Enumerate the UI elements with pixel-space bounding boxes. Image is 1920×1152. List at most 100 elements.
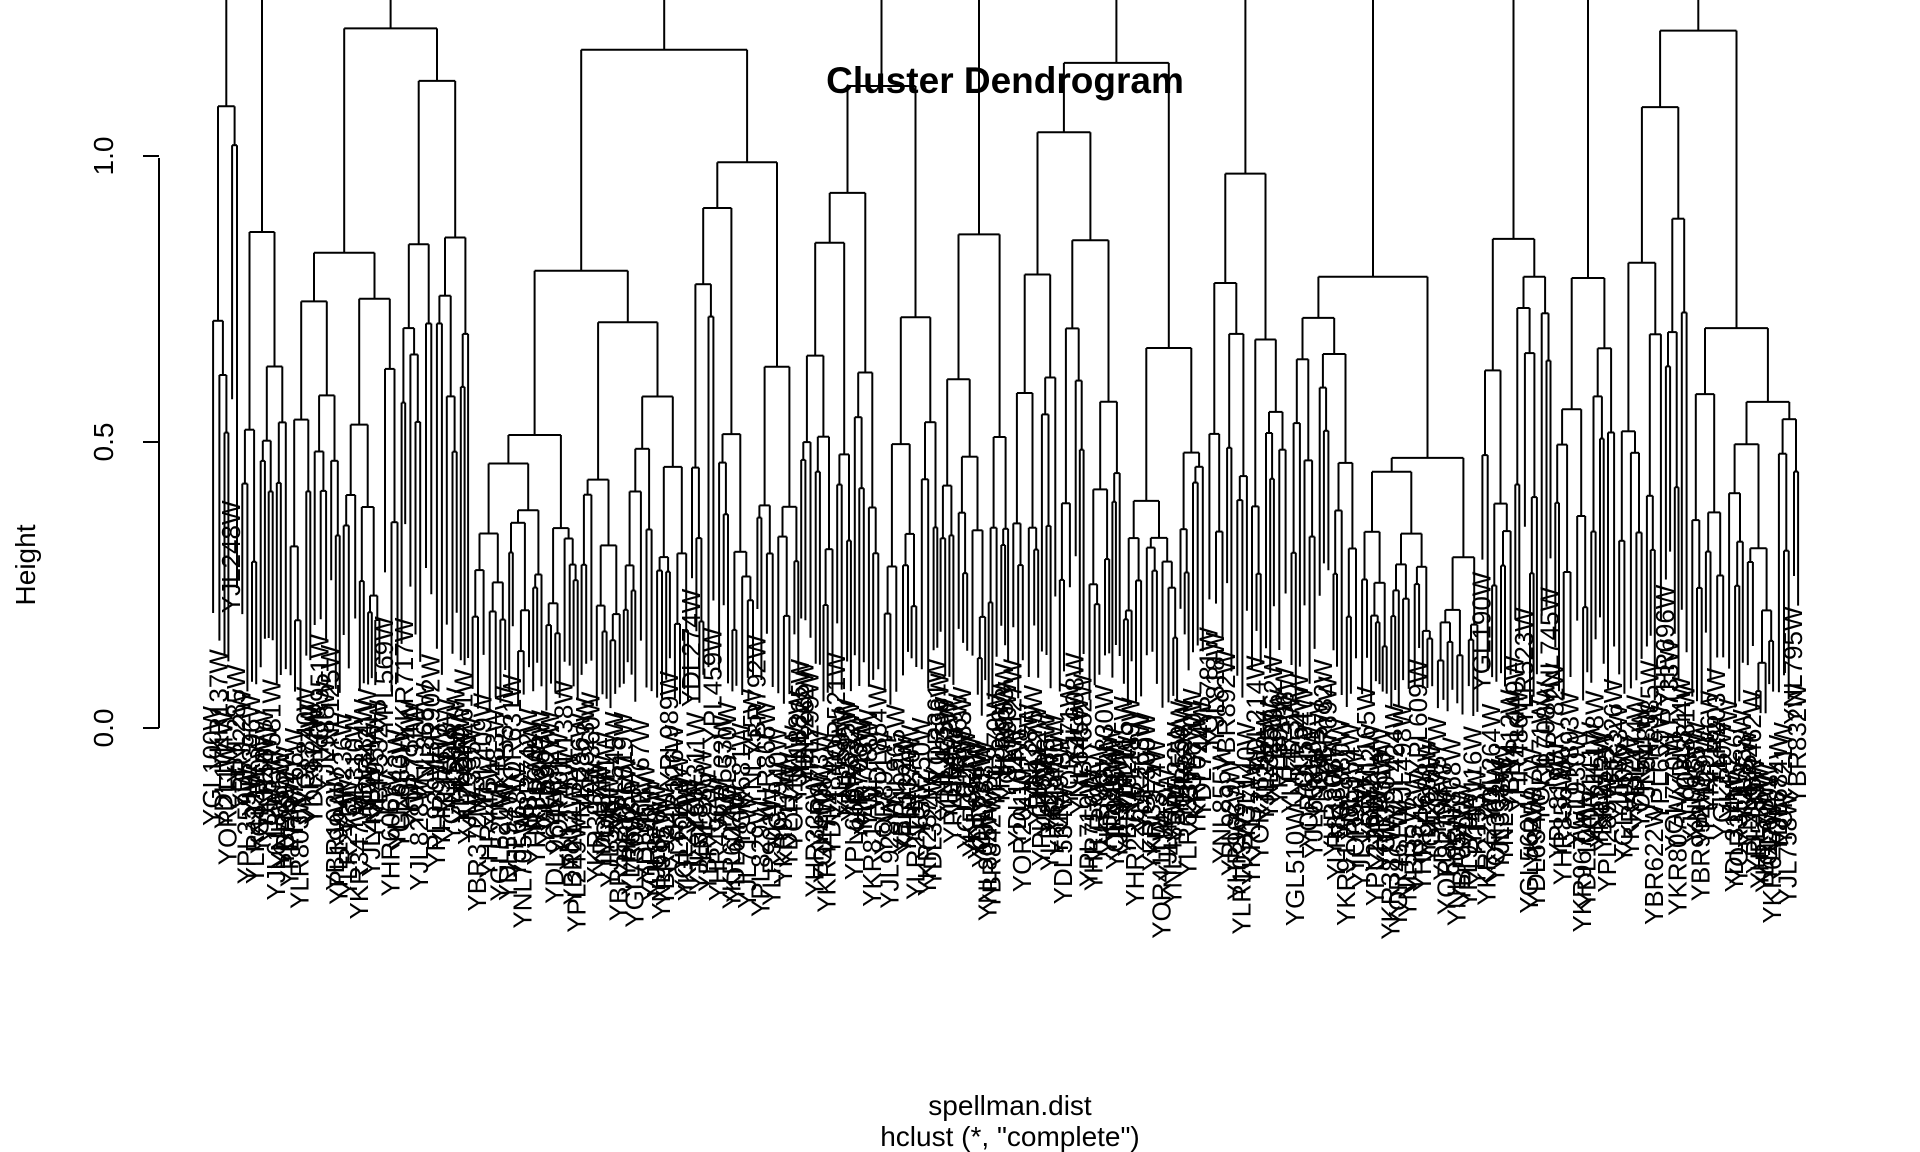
leaf-label: YJL238W	[1013, 703, 1043, 816]
leaf-label: YDL274W	[676, 588, 706, 707]
leaf-label: YKR447W	[812, 791, 842, 913]
leaf-label: YOR511W	[1626, 707, 1656, 830]
leaf-label: YJL398W	[925, 673, 955, 786]
leaf-label: YJL178W	[1580, 690, 1610, 803]
leaf-label: YKR767W	[625, 718, 655, 840]
leaf-label: YKR387W	[1375, 818, 1405, 940]
leaf-label: YGL460W	[1039, 713, 1069, 833]
leaf-label: YJL548W	[1631, 702, 1661, 815]
leaf-label: YOR631W	[497, 673, 527, 798]
leaf-label: YDL594W	[493, 782, 523, 901]
leaf-label: YHR966W	[1221, 778, 1251, 901]
leaf-label: YPL829W	[745, 799, 775, 917]
leaf-label: YHR536W	[1745, 766, 1775, 889]
leaf-label: YKR977W	[768, 763, 798, 885]
leaf-label: YDL644W	[720, 784, 750, 903]
leaf-label: YGL300W	[1131, 712, 1161, 832]
leaf-label: YDL954W	[1335, 722, 1365, 841]
leaf-label: YDL424W	[1379, 704, 1409, 823]
leaf-label: YHR606W	[376, 773, 406, 896]
leaf-label: YGL840W	[290, 686, 320, 806]
chart-title: Cluster Dendrogram	[826, 60, 1184, 101]
leaf-label: YKR507W	[249, 709, 279, 831]
leaf-label: YOR351W	[1723, 760, 1753, 885]
leaf-label: YOR411W	[1147, 816, 1177, 939]
leaf-label: YPL459W	[697, 627, 727, 745]
leaf-label: YKR807W	[1663, 794, 1693, 916]
leaf-label: YDL914W	[299, 706, 329, 825]
leaf-label: YGL990W	[992, 681, 1022, 801]
leaf-label: YJL248W	[216, 500, 246, 613]
x-axis-label: spellman.dist	[928, 1090, 1092, 1121]
leaf-label: YHR756W	[1079, 768, 1109, 891]
leaf-label: YDL844W	[1666, 676, 1696, 795]
leaf-label: YHR336W	[800, 775, 830, 898]
leaf-label: YOR581W	[257, 679, 287, 804]
leaf-label: YGL880W	[1326, 718, 1356, 838]
leaf-label: YLR203W	[1701, 668, 1731, 787]
chart-subtitle: hclust (*, "complete")	[880, 1121, 1140, 1152]
leaf-label: YBR102W	[887, 733, 917, 855]
leaf-label: YOR671W	[1526, 699, 1556, 824]
leaf-label: YKR597W	[1518, 747, 1548, 869]
leaf-label: YDL264W	[1476, 703, 1506, 822]
leaf-label: YOR831W	[1432, 790, 1462, 915]
y-axis: 0.00.51.01.5	[88, 137, 160, 747]
leaf-label: YNL285W	[221, 664, 251, 783]
leaf-label: YBR472W	[933, 700, 963, 822]
leaf-label: YBR792W	[741, 634, 771, 756]
leaf-label: YOR781W	[1193, 627, 1223, 752]
leaf-label: YNL335W	[457, 716, 487, 835]
leaf-label: YNL385W	[687, 748, 717, 867]
leaf-label: YNL755W	[737, 689, 767, 808]
leaf-label: YGL780W	[853, 708, 883, 828]
leaf-label: YHR486W	[1503, 690, 1533, 813]
leaf-label: YPL879W	[981, 692, 1011, 810]
leaf-label: YKR877W	[294, 703, 324, 825]
leaf-label: YBR252W	[1588, 731, 1618, 853]
leaf-label: YGL470W	[245, 734, 275, 854]
leaf-label: YNL695W	[1304, 701, 1334, 820]
leaf-label: YLR793W	[1083, 744, 1113, 863]
leaf-label: YBR942W	[1447, 782, 1477, 904]
leaf-label: YGL510W	[1280, 806, 1310, 926]
leaf-label: YKR717W	[389, 617, 419, 739]
leaf-label: YKR607W	[716, 788, 746, 910]
leaf-label: YHR396W	[236, 694, 266, 817]
leaf-label: YBR572W	[1399, 771, 1429, 893]
leaf-label: YNL745W	[1535, 586, 1565, 705]
leaf-label: YDL374W	[1141, 738, 1171, 857]
leaf-label: YGL610W	[1753, 763, 1783, 883]
leaf-label: YJL758W	[1773, 792, 1803, 905]
leaf-label: YNL655W	[265, 750, 295, 869]
leaf-label: YPL939W	[421, 751, 451, 869]
leaf-label: YPL409W	[468, 692, 498, 810]
leaf-label: YBR322W	[226, 688, 256, 810]
leaf-label: YBR582W	[604, 800, 634, 922]
leaf-label: YOR721W	[1768, 722, 1798, 847]
leaf-label: YLR263W	[1125, 712, 1155, 831]
leaf-label: YJL128W	[1346, 776, 1376, 889]
leaf-label: YPL929W	[1215, 759, 1245, 877]
leaf-label: YNL275W	[1018, 685, 1048, 804]
leaf-label: YDL754W	[394, 700, 424, 819]
leaf-label: YOR791W	[400, 704, 430, 829]
leaf-label: YJL918W	[1676, 732, 1706, 845]
leaf-label: YOR151W	[778, 725, 808, 850]
leaf-label: YOR361W	[921, 658, 951, 783]
leaf-label: YNL175W	[554, 752, 584, 871]
leaf-label: YPL819W	[1543, 742, 1573, 860]
leaf-label: YNL435W	[929, 696, 959, 815]
leaf-label: YPL239W	[1360, 789, 1390, 907]
leaf-label: YDL484W	[817, 737, 847, 856]
leaf-label: YOR731W	[966, 743, 996, 868]
leaf-label: YHR166W	[1695, 690, 1725, 813]
leaf-label: YHR226W	[1120, 783, 1150, 906]
leaf-label: YDL434W	[587, 753, 617, 872]
leaf-label: YBR622W	[1639, 803, 1669, 925]
leaf-label: YLR423W	[1035, 752, 1065, 871]
leaf-label: YBR202W	[1355, 723, 1385, 845]
leaf-label: YKR347W	[344, 798, 374, 920]
leaf-label: YOR311W	[680, 712, 710, 835]
